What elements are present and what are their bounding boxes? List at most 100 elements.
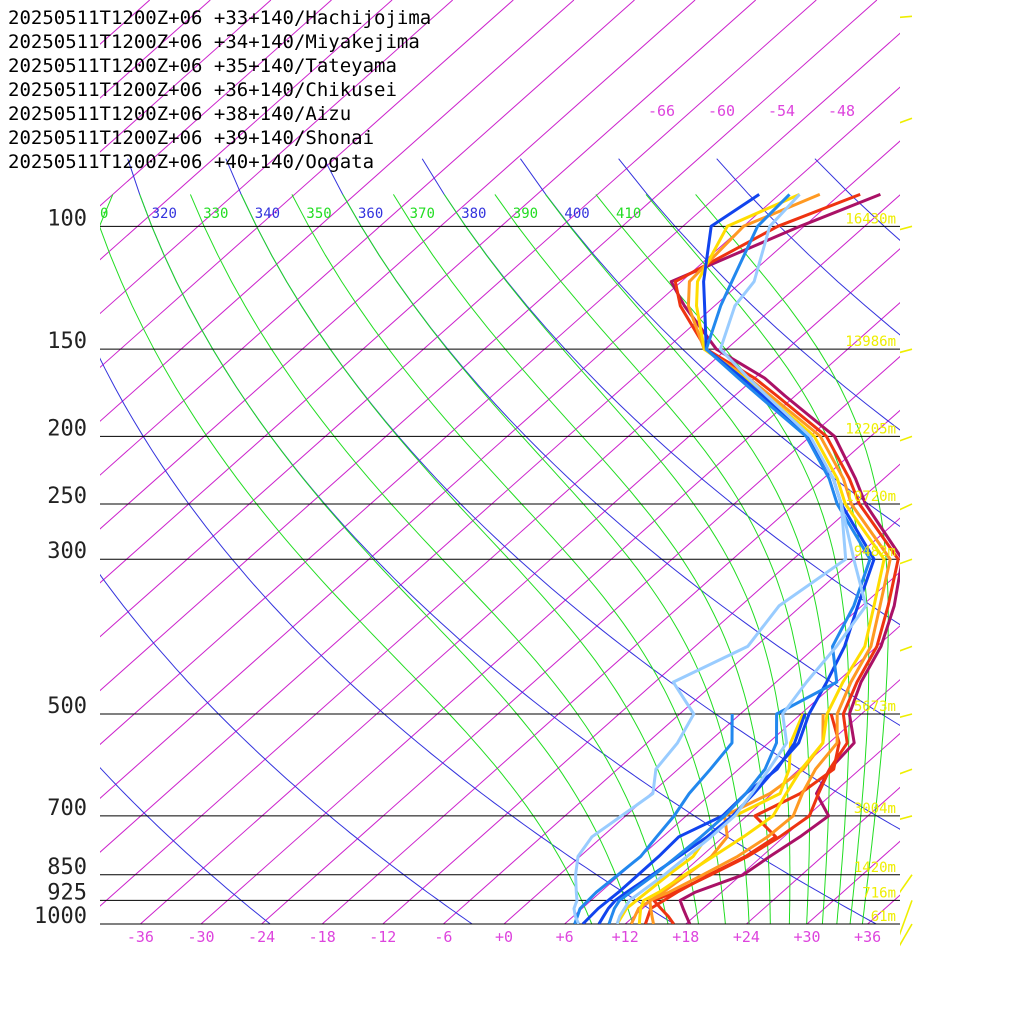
dry-adiabat-line <box>519 158 900 528</box>
pressure-level-label: 700 <box>47 796 87 821</box>
isotherm-line <box>100 0 332 207</box>
theta-label: 330 <box>203 206 228 222</box>
wind-barbs <box>856 15 913 962</box>
pressure-level-label: 250 <box>47 484 87 509</box>
wind-barb <box>865 435 913 449</box>
dewpoint-line <box>572 503 848 924</box>
wind-barb-tick <box>877 440 885 445</box>
isotherm-line <box>443 517 900 924</box>
isotherm-line <box>140 248 900 924</box>
pressure-level-label: 500 <box>47 694 87 719</box>
dry-adiabat-line <box>421 158 900 626</box>
isobar-lines <box>100 225 900 925</box>
dry-adiabat-line <box>225 158 900 830</box>
theta-labels: 0 320 330 340 350 360 370 380 390 400 410 <box>100 206 641 222</box>
wind-barb-tick <box>872 818 880 824</box>
isotherm-top-label: -54 <box>768 102 795 120</box>
wind-barb <box>867 225 913 236</box>
theta-label: 0 <box>100 206 108 222</box>
moist-adiabat-lines <box>100 194 889 924</box>
isotherm-line <box>100 0 696 530</box>
wind-barb-tick <box>881 961 891 962</box>
dry-adiabat-line <box>913 159 1024 939</box>
temperature-line <box>607 193 872 924</box>
wind-barb-staff <box>900 874 913 894</box>
isotherm-line <box>746 786 900 924</box>
x-tick-label: -12 <box>369 928 396 946</box>
x-tick-label: +36 <box>854 928 881 946</box>
x-tick-label: -18 <box>309 928 336 946</box>
height-label: 16430m <box>845 211 896 227</box>
dewpoint-line <box>643 713 841 924</box>
height-label: 9482m <box>854 544 896 560</box>
pressure-level-label: 100 <box>47 206 87 231</box>
wind-barb <box>900 900 913 936</box>
x-tick-label: -24 <box>248 928 275 946</box>
temperature-line <box>669 193 900 924</box>
moist-adiabat-line <box>443 194 791 924</box>
isotherm-line <box>989 0 1024 924</box>
wind-barb-tick <box>867 230 875 236</box>
theta-label: 350 <box>306 206 331 222</box>
wind-barb-tick <box>865 436 876 449</box>
legend: 20250511T1200Z+06 +33+140/Hachijojima 20… <box>8 6 431 174</box>
isotherm-line <box>867 894 900 924</box>
x-tick-label: +12 <box>612 928 639 946</box>
isotherm-line <box>200 301 900 924</box>
isotherm-line <box>100 0 635 476</box>
wind-barb <box>872 815 913 824</box>
theta-label: 400 <box>564 206 589 222</box>
legend-item: 20250511T1200Z+06 +38+140/Aizu <box>8 103 352 125</box>
isotherm-line <box>100 140 900 853</box>
height-label: 716m <box>862 885 896 901</box>
wind-barb-tick <box>873 565 881 570</box>
x-tick-label: +18 <box>672 928 699 946</box>
wind-barb-tick <box>856 122 867 135</box>
theta-label: 390 <box>513 206 538 222</box>
height-label: 13986m <box>845 334 896 350</box>
height-label: 61m <box>871 909 896 925</box>
isotherm-line <box>685 732 900 924</box>
pressure-level-label: 925 <box>47 880 87 905</box>
isotherm-top-label: -60 <box>708 102 735 120</box>
isotherm-line <box>100 0 454 315</box>
x-tick-label: +0 <box>495 928 513 946</box>
dewpoint-line <box>573 713 734 924</box>
wind-barb <box>900 645 913 652</box>
x-tick-label: +30 <box>793 928 820 946</box>
wind-barb-staff <box>900 117 913 124</box>
height-label: 10720m <box>845 489 896 505</box>
x-tick-label: -36 <box>127 928 154 946</box>
wind-barb <box>900 503 913 511</box>
wind-barb-tick <box>860 120 871 133</box>
isotherm-line <box>100 0 878 692</box>
theta-label: 380 <box>461 206 486 222</box>
theta-label: 360 <box>358 206 383 222</box>
theta-label: 340 <box>255 206 280 222</box>
x-tick-label: -6 <box>434 928 452 946</box>
isotherm-line <box>503 571 900 924</box>
moist-adiabat-line <box>100 194 593 924</box>
moist-adiabat-line <box>139 194 634 924</box>
dry-adiabat-line <box>323 158 900 727</box>
isotherm-line <box>100 32 900 746</box>
wind-barb-staff <box>900 923 913 947</box>
wind-barb-staff <box>900 768 913 775</box>
wind-barb <box>900 348 913 354</box>
pressure-level-label: 300 <box>47 539 87 564</box>
profile-lines <box>572 193 900 924</box>
isotherm-line <box>100 86 900 799</box>
pressure-level-label: 150 <box>47 329 87 354</box>
legend-item: 20250511T1200Z+06 +34+140/Miyakejima <box>8 31 420 53</box>
temperature-line <box>615 193 868 924</box>
x-tick-label: +6 <box>556 928 574 946</box>
height-label: 1420m <box>854 860 896 876</box>
x-tick-labels: -36 -30 -24 -18 -12 -6 +0 +6 +12 +18 +24 +30 +36 <box>127 928 881 946</box>
wind-barb <box>900 874 913 894</box>
isotherm-line <box>564 625 900 924</box>
isotherm-line <box>100 194 900 907</box>
dry-adiabat-line <box>100 573 474 924</box>
legend-item: 20250511T1200Z+06 +36+140/Chikusei <box>8 79 397 101</box>
